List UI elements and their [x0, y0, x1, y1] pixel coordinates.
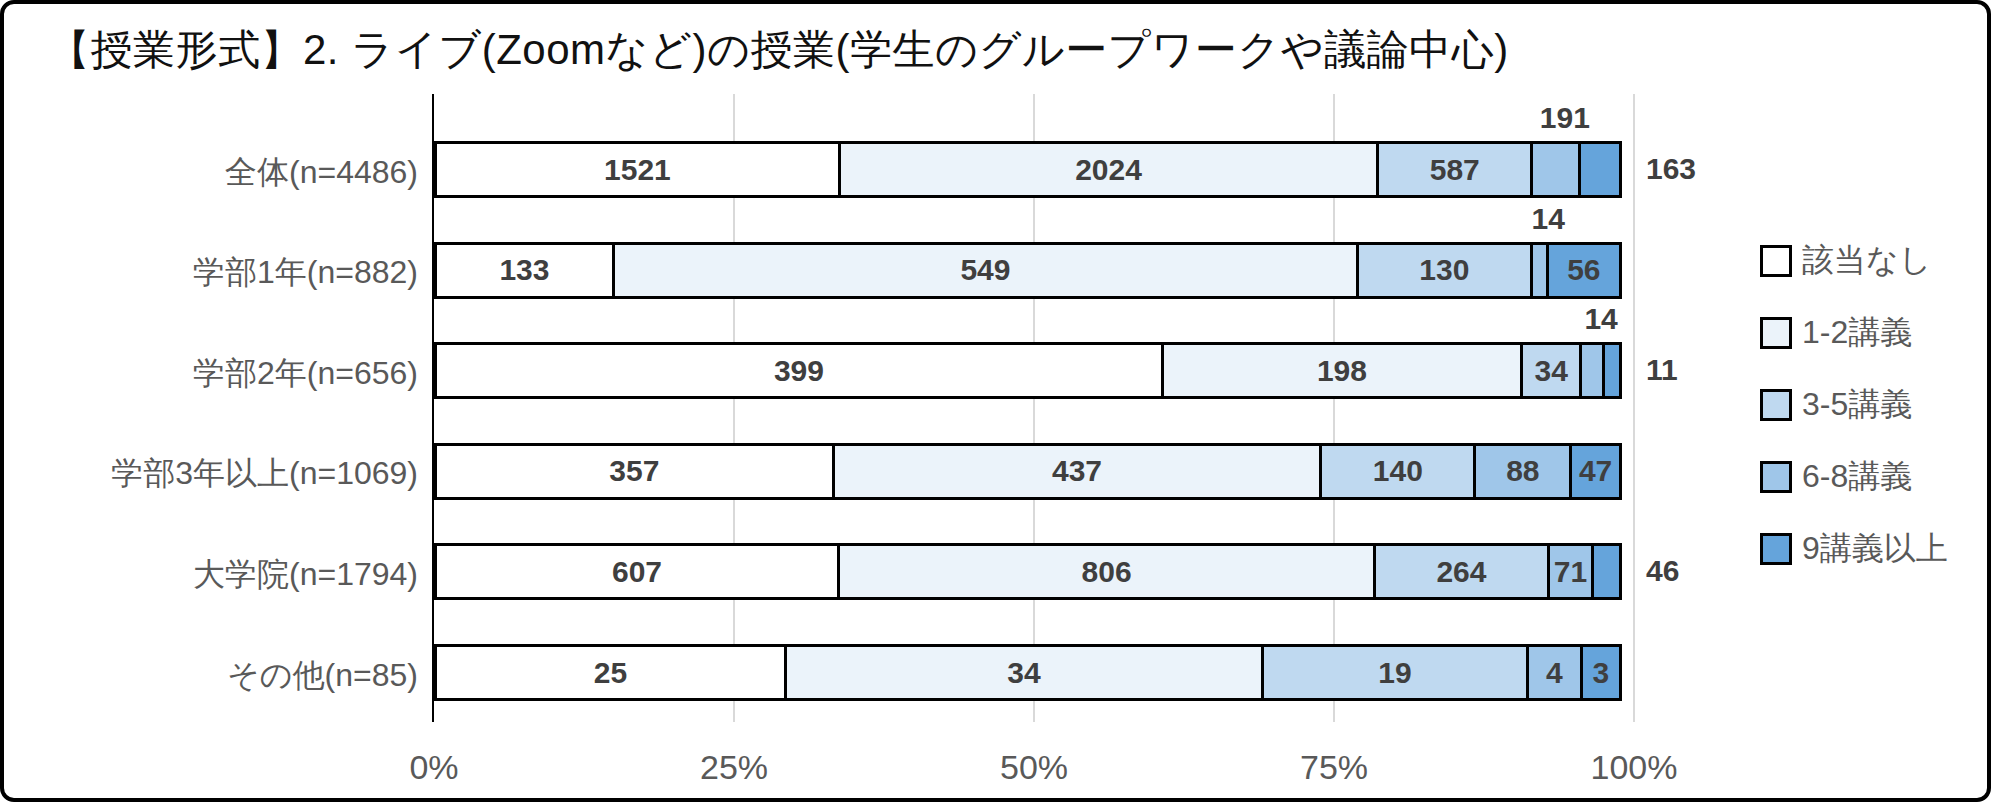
bar-segment-6-8講義	[1530, 141, 1581, 198]
bar-segment-3-5講義: 140	[1319, 443, 1476, 500]
bar-segment-3-5講義: 34	[1520, 342, 1582, 399]
bar-segment-3-5講義: 587	[1376, 141, 1533, 198]
bar-segment-該当なし: 399	[434, 342, 1164, 399]
bar-segment-1-2講義: 806	[837, 543, 1376, 600]
legend-swatch	[1760, 533, 1792, 565]
legend-label: 3-5講義	[1802, 383, 1912, 427]
stacked-bar: 607 806 264 71	[434, 543, 1634, 600]
value-label-outside: 163	[1646, 152, 1696, 186]
category-label: その他(n=85)	[4, 654, 418, 698]
value-label-above: 14	[1584, 302, 1617, 336]
value-label: 264	[1436, 555, 1486, 589]
bar-segment-9講義以上	[1591, 543, 1622, 600]
category-label: 大学院(n=1794)	[4, 553, 418, 597]
category-label: 全体(n=4486)	[4, 151, 418, 195]
value-label-above: 14	[1532, 202, 1565, 236]
stacked-bar: 25 34 19 43	[434, 644, 1634, 701]
bar-segment-9講義以上	[1578, 141, 1622, 198]
value-label: 71	[1554, 555, 1587, 589]
legend: 該当なし 1-2講義 3-5講義 6-8講義 9講義以上	[1760, 244, 1948, 604]
bar-segment-9講義以上: 56	[1546, 242, 1622, 299]
bar-segment-3-5講義: 130	[1356, 242, 1533, 299]
bar-segment-9講義以上	[1602, 342, 1622, 399]
bar-segment-6-8講義: 88	[1473, 443, 1572, 500]
legend-swatch	[1760, 389, 1792, 421]
stacked-bar: 1521 2024 587	[434, 141, 1634, 198]
legend-item: 6-8講義	[1760, 460, 1948, 494]
value-label: 130	[1419, 253, 1469, 287]
bar-segment-1-2講義: 437	[832, 443, 1323, 500]
value-label: 25	[594, 656, 627, 690]
value-label: 357	[609, 454, 659, 488]
value-label: 2024	[1075, 153, 1142, 187]
legend-swatch	[1760, 245, 1792, 277]
value-label: 140	[1373, 454, 1423, 488]
bar-segment-1-2講義: 34	[784, 644, 1264, 701]
value-label: 607	[612, 555, 662, 589]
bar-segment-1-2講義: 198	[1161, 342, 1523, 399]
legend-label: 該当なし	[1802, 239, 1932, 283]
legend-label: 1-2講義	[1802, 311, 1912, 355]
chart-frame: 【授業形式】2. ライブ(Zoomなど)の授業(学生のグループワークや議論中心)…	[0, 0, 1991, 802]
x-axis-tick-label: 0%	[409, 748, 458, 787]
value-label-outside: 46	[1646, 554, 1679, 588]
bar-segment-6-8講義: 4	[1526, 644, 1582, 701]
x-axis-tick-label: 100%	[1591, 748, 1678, 787]
value-label: 1521	[604, 153, 671, 187]
legend-swatch	[1760, 461, 1792, 493]
legend-label: 6-8講義	[1802, 455, 1912, 499]
x-axis-tick-label: 25%	[700, 748, 768, 787]
value-label: 34	[1007, 656, 1040, 690]
category-label: 学部3年以上(n=1069)	[4, 452, 418, 496]
value-label: 56	[1567, 253, 1600, 287]
value-label: 399	[774, 354, 824, 388]
stacked-bar: 399 198 34	[434, 342, 1634, 399]
legend-label: 9講義以上	[1802, 527, 1948, 571]
value-label: 4	[1546, 656, 1563, 690]
value-label: 133	[499, 253, 549, 287]
value-label: 198	[1317, 354, 1367, 388]
bar-segment-該当なし: 1521	[434, 141, 841, 198]
value-label: 47	[1579, 454, 1612, 488]
value-label: 19	[1378, 656, 1411, 690]
legend-item: 該当なし	[1760, 244, 1948, 278]
bar-segment-9講義以上: 47	[1569, 443, 1622, 500]
bar-segment-該当なし: 357	[434, 443, 835, 500]
category-label: 学部1年(n=882)	[4, 251, 418, 295]
bar-segment-該当なし: 133	[434, 242, 615, 299]
value-label: 587	[1430, 153, 1480, 187]
legend-item: 9講義以上	[1760, 532, 1948, 566]
category-label: 学部2年(n=656)	[4, 352, 418, 396]
value-label-above: 191	[1540, 101, 1590, 135]
bar-segment-9講義以上: 3	[1580, 644, 1622, 701]
legend-item: 3-5講義	[1760, 388, 1948, 422]
value-label: 88	[1506, 454, 1539, 488]
plot-area: 全体(n=4486) 1521 2024 587 191 163 学部1年(n=882) 13…	[4, 4, 1987, 798]
bar-segment-1-2講義: 549	[612, 242, 1359, 299]
value-label: 806	[1082, 555, 1132, 589]
value-label: 3	[1592, 656, 1609, 690]
bar-segment-該当なし: 607	[434, 543, 840, 600]
bar-segment-該当なし: 25	[434, 644, 787, 701]
value-label: 549	[960, 253, 1010, 287]
bar-segment-3-5講義: 264	[1373, 543, 1550, 600]
value-label-outside: 11	[1646, 353, 1678, 387]
stacked-bar: 357 437 140 88 47	[434, 443, 1634, 500]
bar-segment-6-8講義: 71	[1547, 543, 1594, 600]
value-label: 437	[1052, 454, 1102, 488]
legend-swatch	[1760, 317, 1792, 349]
x-axis-tick-label: 50%	[1000, 748, 1068, 787]
x-axis-tick-label: 75%	[1300, 748, 1368, 787]
bar-segment-1-2講義: 2024	[838, 141, 1379, 198]
legend-item: 1-2講義	[1760, 316, 1948, 350]
stacked-bar: 133 549 130 56	[434, 242, 1634, 299]
bar-segment-3-5講義: 19	[1261, 644, 1529, 701]
value-label: 34	[1534, 354, 1567, 388]
